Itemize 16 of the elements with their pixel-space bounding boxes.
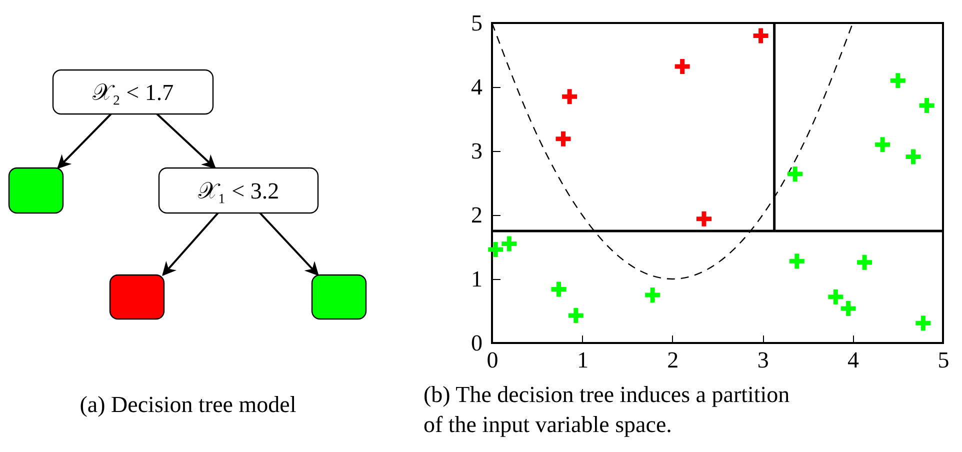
x-tick-label: 5 [938, 348, 950, 372]
y-tick-label: 1 [471, 266, 482, 292]
text: 𝒳₂ < 1.7 [92, 80, 174, 105]
y-tick-label: 5 [471, 10, 482, 36]
x-tick-label: 3 [757, 348, 769, 372]
y-tick-label: 4 [471, 74, 483, 100]
x-tick-label: 1 [576, 348, 588, 372]
text: (a) Decision tree model [80, 392, 296, 417]
y-tick-label: 0 [471, 330, 482, 356]
x-tick-label: 0 [486, 348, 498, 372]
y-tick-label: 2 [471, 202, 482, 228]
y-tick-label: 3 [471, 138, 482, 164]
x-tick-label: 2 [667, 348, 679, 372]
x-tick-label: 4 [848, 348, 860, 372]
text: (b) The decision tree induces a partition of the input variable space. [424, 382, 790, 437]
text: 𝒳₁ < 3.2 [198, 178, 280, 204]
